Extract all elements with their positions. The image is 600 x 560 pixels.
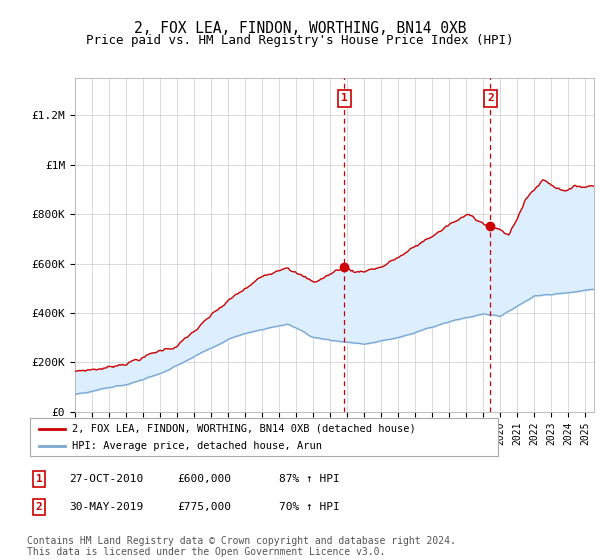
- Text: Price paid vs. HM Land Registry's House Price Index (HPI): Price paid vs. HM Land Registry's House …: [86, 34, 514, 46]
- Text: 70% ↑ HPI: 70% ↑ HPI: [279, 502, 340, 512]
- Text: 27-OCT-2010: 27-OCT-2010: [69, 474, 143, 484]
- Text: 1: 1: [341, 94, 347, 104]
- Text: 2: 2: [35, 502, 43, 512]
- Text: 87% ↑ HPI: 87% ↑ HPI: [279, 474, 340, 484]
- Text: £775,000: £775,000: [177, 502, 231, 512]
- Text: 2: 2: [487, 94, 494, 104]
- Text: Contains HM Land Registry data © Crown copyright and database right 2024.
This d: Contains HM Land Registry data © Crown c…: [27, 535, 456, 557]
- Text: 2, FOX LEA, FINDON, WORTHING, BN14 0XB: 2, FOX LEA, FINDON, WORTHING, BN14 0XB: [134, 21, 466, 36]
- Text: HPI: Average price, detached house, Arun: HPI: Average price, detached house, Arun: [72, 441, 322, 451]
- Text: 2, FOX LEA, FINDON, WORTHING, BN14 0XB (detached house): 2, FOX LEA, FINDON, WORTHING, BN14 0XB (…: [72, 423, 416, 433]
- Text: £600,000: £600,000: [177, 474, 231, 484]
- Text: 1: 1: [35, 474, 43, 484]
- Text: 30-MAY-2019: 30-MAY-2019: [69, 502, 143, 512]
